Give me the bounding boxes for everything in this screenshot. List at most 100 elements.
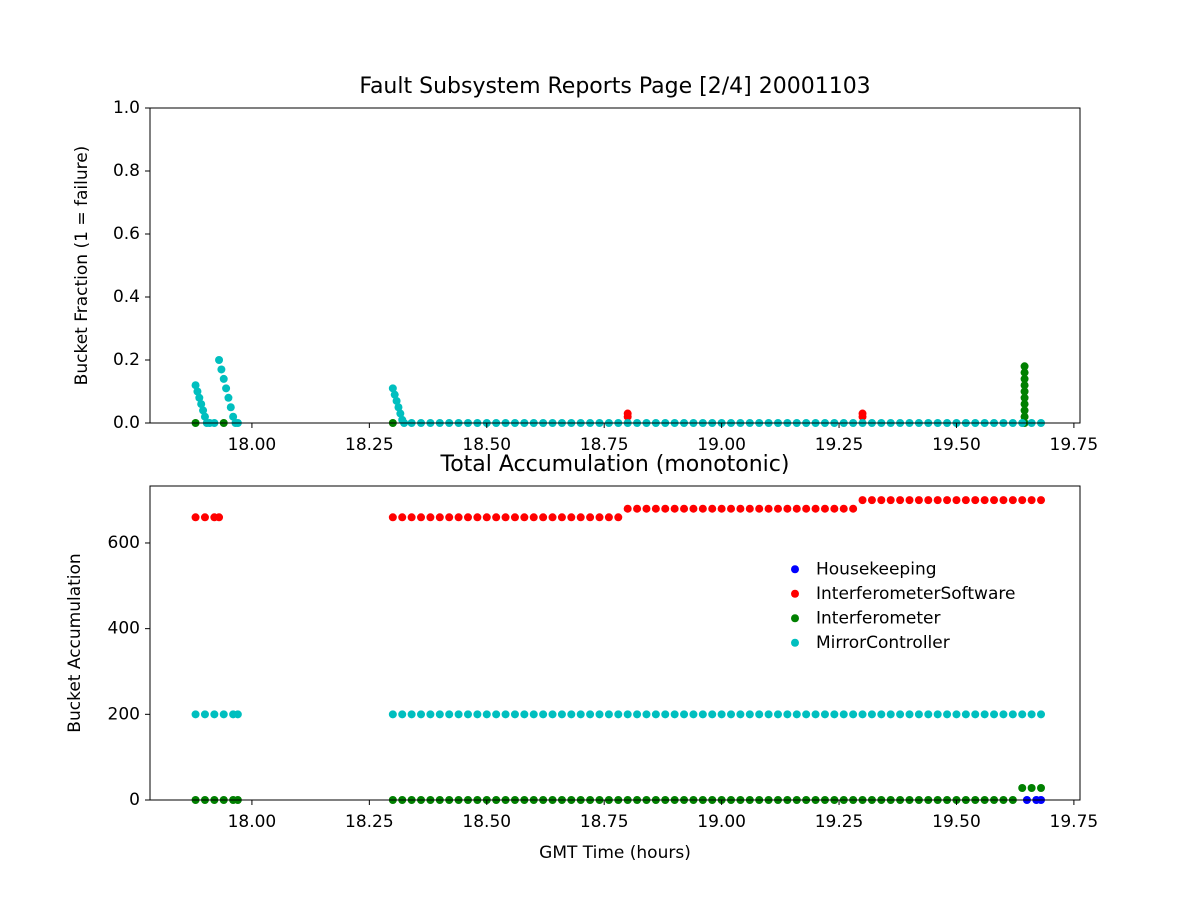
data-point — [661, 710, 670, 719]
data-point — [219, 710, 228, 719]
data-point — [191, 381, 200, 390]
x-tick-label: 19.50 — [932, 812, 981, 832]
data-point — [651, 710, 660, 719]
data-point — [199, 406, 208, 415]
x-tick-label: 18.75 — [580, 812, 629, 832]
data-point — [905, 496, 914, 505]
data-point — [980, 496, 989, 505]
data-point — [576, 710, 585, 719]
data-point — [557, 513, 566, 522]
data-point — [492, 513, 501, 522]
data-point — [567, 710, 576, 719]
data-point — [224, 393, 233, 402]
data-point — [539, 710, 548, 719]
data-point — [961, 710, 970, 719]
data-point — [1020, 381, 1029, 390]
data-point — [698, 710, 707, 719]
data-point — [792, 504, 801, 513]
data-point — [1020, 387, 1029, 396]
legend-label: InterferometerSoftware — [816, 584, 1015, 604]
data-point — [392, 396, 401, 405]
data-point — [1020, 406, 1029, 415]
data-point — [396, 409, 405, 418]
data-point — [1027, 710, 1036, 719]
data-point — [219, 374, 228, 383]
data-point — [623, 412, 632, 421]
x-tick-label: 18.25 — [345, 435, 394, 455]
data-point — [210, 710, 219, 719]
y-axis-label: Bucket Accumulation — [65, 553, 85, 732]
data-point — [661, 504, 670, 513]
y-tick-label: 0.4 — [113, 287, 140, 307]
data-point — [802, 710, 811, 719]
data-point — [604, 513, 613, 522]
data-point — [614, 513, 623, 522]
data-point — [1020, 393, 1029, 402]
data-point — [501, 513, 510, 522]
data-point — [933, 710, 942, 719]
data-point — [905, 710, 914, 719]
data-point — [727, 710, 736, 719]
data-point — [849, 504, 858, 513]
data-point — [1037, 784, 1046, 793]
data-point — [867, 710, 876, 719]
data-point — [708, 504, 717, 513]
data-point — [398, 513, 407, 522]
legend-label: Housekeeping — [816, 559, 937, 579]
y-tick-label: 0.0 — [113, 413, 140, 433]
data-point — [886, 710, 895, 719]
data-point — [222, 384, 231, 393]
y-tick-label: 600 — [108, 533, 140, 553]
data-point — [651, 504, 660, 513]
chart-title: Total Accumulation (monotonic) — [440, 452, 790, 477]
y-tick-label: 200 — [108, 704, 140, 724]
data-point — [197, 400, 206, 409]
data-point — [454, 513, 463, 522]
y-tick-label: 1.0 — [113, 98, 140, 118]
data-point — [896, 496, 905, 505]
data-point — [520, 710, 529, 719]
data-point — [1027, 784, 1036, 793]
data-point — [557, 710, 566, 719]
data-point — [388, 384, 397, 393]
data-point — [567, 513, 576, 522]
y-axis-label: Bucket Fraction (1 = failure) — [72, 146, 92, 386]
data-point — [943, 710, 952, 719]
legend-label: MirrorController — [816, 633, 950, 653]
y-tick-label: 0.2 — [113, 350, 140, 370]
data-point — [1020, 374, 1029, 383]
data-point — [492, 710, 501, 719]
data-point — [595, 513, 604, 522]
data-point — [802, 504, 811, 513]
data-point — [548, 513, 557, 522]
data-point — [586, 710, 595, 719]
data-point — [473, 513, 482, 522]
data-point — [783, 710, 792, 719]
data-point — [980, 710, 989, 719]
data-point — [727, 504, 736, 513]
data-point — [454, 710, 463, 719]
data-point — [623, 504, 632, 513]
data-point — [830, 710, 839, 719]
x-tick-label: 19.00 — [697, 812, 746, 832]
data-point — [604, 710, 613, 719]
data-point — [539, 513, 548, 522]
data-point — [233, 710, 242, 719]
data-point — [1020, 400, 1029, 409]
data-point — [1008, 710, 1017, 719]
data-point — [745, 710, 754, 719]
data-point — [473, 710, 482, 719]
data-point — [595, 710, 604, 719]
data-point — [708, 710, 717, 719]
data-point — [924, 496, 933, 505]
x-tick-label: 19.75 — [1050, 435, 1099, 455]
data-point — [820, 504, 829, 513]
data-point — [1027, 496, 1036, 505]
data-point — [193, 387, 202, 396]
data-point — [614, 710, 623, 719]
data-point — [445, 513, 454, 522]
data-point — [877, 710, 886, 719]
data-point — [830, 504, 839, 513]
data-point — [1037, 710, 1046, 719]
data-point — [811, 504, 820, 513]
